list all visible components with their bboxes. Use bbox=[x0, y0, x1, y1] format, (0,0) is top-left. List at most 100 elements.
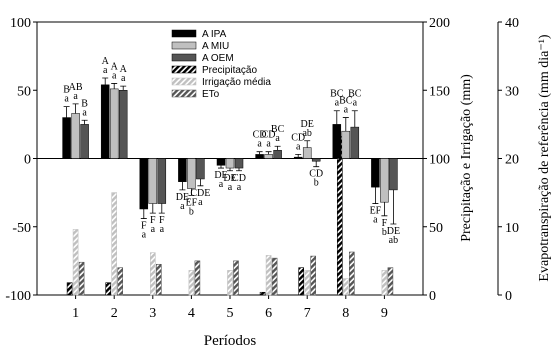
bar bbox=[105, 282, 111, 296]
significance-letter: DE bbox=[301, 119, 314, 130]
error-bar bbox=[390, 189, 397, 225]
bar bbox=[156, 263, 162, 296]
error-bar bbox=[342, 117, 349, 132]
legend-label: Precipitação bbox=[202, 65, 257, 76]
legend-swatch bbox=[171, 77, 197, 86]
bar bbox=[150, 252, 156, 296]
y-tick-label: -50 bbox=[12, 221, 31, 236]
significance-letter: CD bbox=[262, 130, 276, 141]
significance-letter: a bbox=[198, 197, 203, 208]
error-bar bbox=[333, 110, 340, 125]
bar bbox=[234, 158, 244, 169]
x-tick-label: 5 bbox=[227, 306, 234, 321]
bar bbox=[259, 291, 266, 296]
bar bbox=[341, 130, 351, 159]
significance-letter: a bbox=[82, 107, 87, 118]
bar bbox=[187, 158, 196, 189]
bar bbox=[273, 150, 282, 159]
y3-tick-label: 30 bbox=[505, 84, 519, 99]
significance-letter: A bbox=[111, 61, 119, 72]
x-axis-label: Períodos bbox=[204, 333, 257, 349]
significance-letter: BC bbox=[330, 89, 344, 100]
x-tick-label: 8 bbox=[342, 306, 349, 321]
bar bbox=[109, 88, 119, 159]
significance-letter: a bbox=[296, 141, 301, 152]
y3-tick-label: 0 bbox=[505, 289, 512, 304]
legend-swatch bbox=[171, 89, 197, 98]
significance-letter: a bbox=[275, 133, 280, 144]
y2-tick-label: 150 bbox=[429, 84, 450, 99]
bar bbox=[348, 251, 355, 296]
bar bbox=[118, 90, 128, 159]
bar bbox=[302, 147, 312, 159]
x-tick-label: 6 bbox=[265, 306, 272, 321]
legend-label: A MIU bbox=[202, 41, 229, 52]
x-tick-label: 1 bbox=[72, 306, 79, 321]
y3-tick-label: 20 bbox=[505, 153, 519, 168]
significance-letter: EF bbox=[186, 197, 198, 208]
significance-letter: DE bbox=[387, 226, 400, 237]
significance-letter: CD bbox=[309, 169, 323, 180]
x-tick-label: 3 bbox=[149, 306, 156, 321]
bar bbox=[80, 124, 89, 159]
error-bar bbox=[351, 110, 358, 128]
legend-swatch bbox=[171, 29, 197, 38]
error-bar bbox=[256, 151, 263, 155]
bar bbox=[336, 136, 343, 296]
bar bbox=[350, 126, 360, 159]
significance-letter: F bbox=[141, 221, 147, 232]
error-bar bbox=[140, 209, 147, 219]
significance-letter: a bbox=[142, 230, 147, 241]
legend-swatch bbox=[171, 65, 197, 74]
bar bbox=[311, 158, 321, 162]
bar bbox=[78, 261, 85, 296]
significance-letter: a bbox=[237, 182, 242, 193]
error-bar bbox=[158, 203, 165, 214]
significance-letter: ab bbox=[389, 235, 398, 246]
significance-letter: a bbox=[373, 215, 378, 226]
y2-tick-label: 200 bbox=[429, 16, 450, 31]
x-tick-label: 2 bbox=[111, 306, 118, 321]
bar bbox=[194, 260, 201, 296]
x-tick-label: 7 bbox=[304, 306, 311, 321]
error-bar bbox=[265, 151, 272, 155]
error-bar bbox=[274, 145, 281, 151]
bar bbox=[71, 113, 80, 159]
y3-tick-label: 10 bbox=[505, 221, 519, 236]
significance-letter: a bbox=[112, 70, 117, 81]
significance-letter: a bbox=[160, 224, 165, 235]
y3-axis-label: Evapotranspiração de referência (mm dia⁻… bbox=[537, 34, 552, 281]
legend-label: ETo bbox=[202, 89, 220, 100]
error-bar bbox=[218, 165, 224, 169]
significance-letter: BC bbox=[339, 96, 353, 107]
bar bbox=[332, 124, 342, 159]
y-tick-label: 100 bbox=[10, 16, 31, 31]
significance-letter: B bbox=[63, 85, 70, 96]
significance-letter: CD bbox=[291, 132, 305, 143]
significance-letter: a bbox=[73, 91, 78, 102]
y2-tick-label: 50 bbox=[429, 221, 443, 236]
bar bbox=[387, 267, 394, 296]
error-bar bbox=[304, 140, 311, 148]
significance-letter: a bbox=[335, 98, 340, 109]
significance-letter: a bbox=[228, 182, 233, 193]
legend-label: A IPA bbox=[202, 29, 227, 40]
significance-letter: a bbox=[64, 94, 69, 105]
error-bar bbox=[197, 178, 204, 187]
bar bbox=[196, 158, 205, 180]
significance-letter: DE bbox=[223, 173, 236, 184]
error-bar bbox=[381, 202, 388, 217]
error-bar bbox=[102, 77, 109, 85]
y-tick-label: -100 bbox=[5, 289, 31, 304]
error-bar bbox=[72, 103, 79, 114]
y2-tick-label: 100 bbox=[429, 153, 450, 168]
error-bar bbox=[372, 187, 379, 204]
significance-letter: B bbox=[81, 98, 88, 109]
significance-letter: a bbox=[344, 105, 349, 116]
x-tick-label: 9 bbox=[381, 306, 388, 321]
bar bbox=[298, 267, 305, 296]
significance-letter: F bbox=[382, 218, 388, 229]
significance-letter: DE bbox=[176, 192, 189, 203]
significance-letter: a bbox=[103, 65, 108, 76]
bar bbox=[389, 158, 398, 191]
